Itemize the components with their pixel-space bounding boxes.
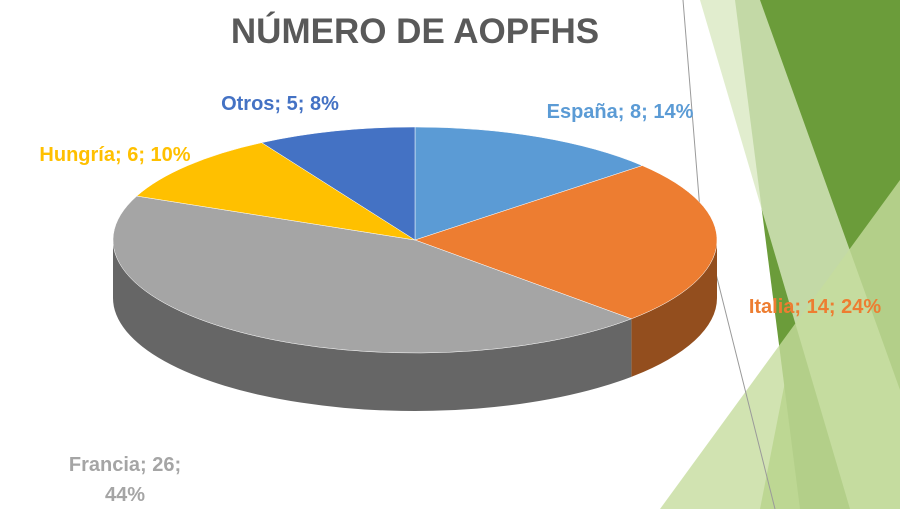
slice: Italia (414, 165, 718, 320)
slice-side (631, 240, 717, 377)
data-label: Hungría; 6; 10% (39, 144, 191, 166)
slice-side (113, 240, 632, 412)
chart-title: NÚMERO DE AOPFHS (230, 12, 600, 51)
data-label: Otros; 5; 8% (221, 93, 339, 115)
slice: España (414, 126, 643, 241)
decor-light-green (660, 180, 900, 509)
pie: EspañaItaliaFranciaHungríaOtros (112, 126, 718, 412)
data-label: Francia; 26; 44% (68, 454, 182, 506)
slice: Francia (112, 195, 633, 354)
slice: Otros (261, 126, 416, 241)
slice: Hungría (136, 142, 416, 241)
data-label: Italia; 14; 24% (748, 296, 882, 318)
data-label: España; 8; 14% (546, 101, 694, 123)
